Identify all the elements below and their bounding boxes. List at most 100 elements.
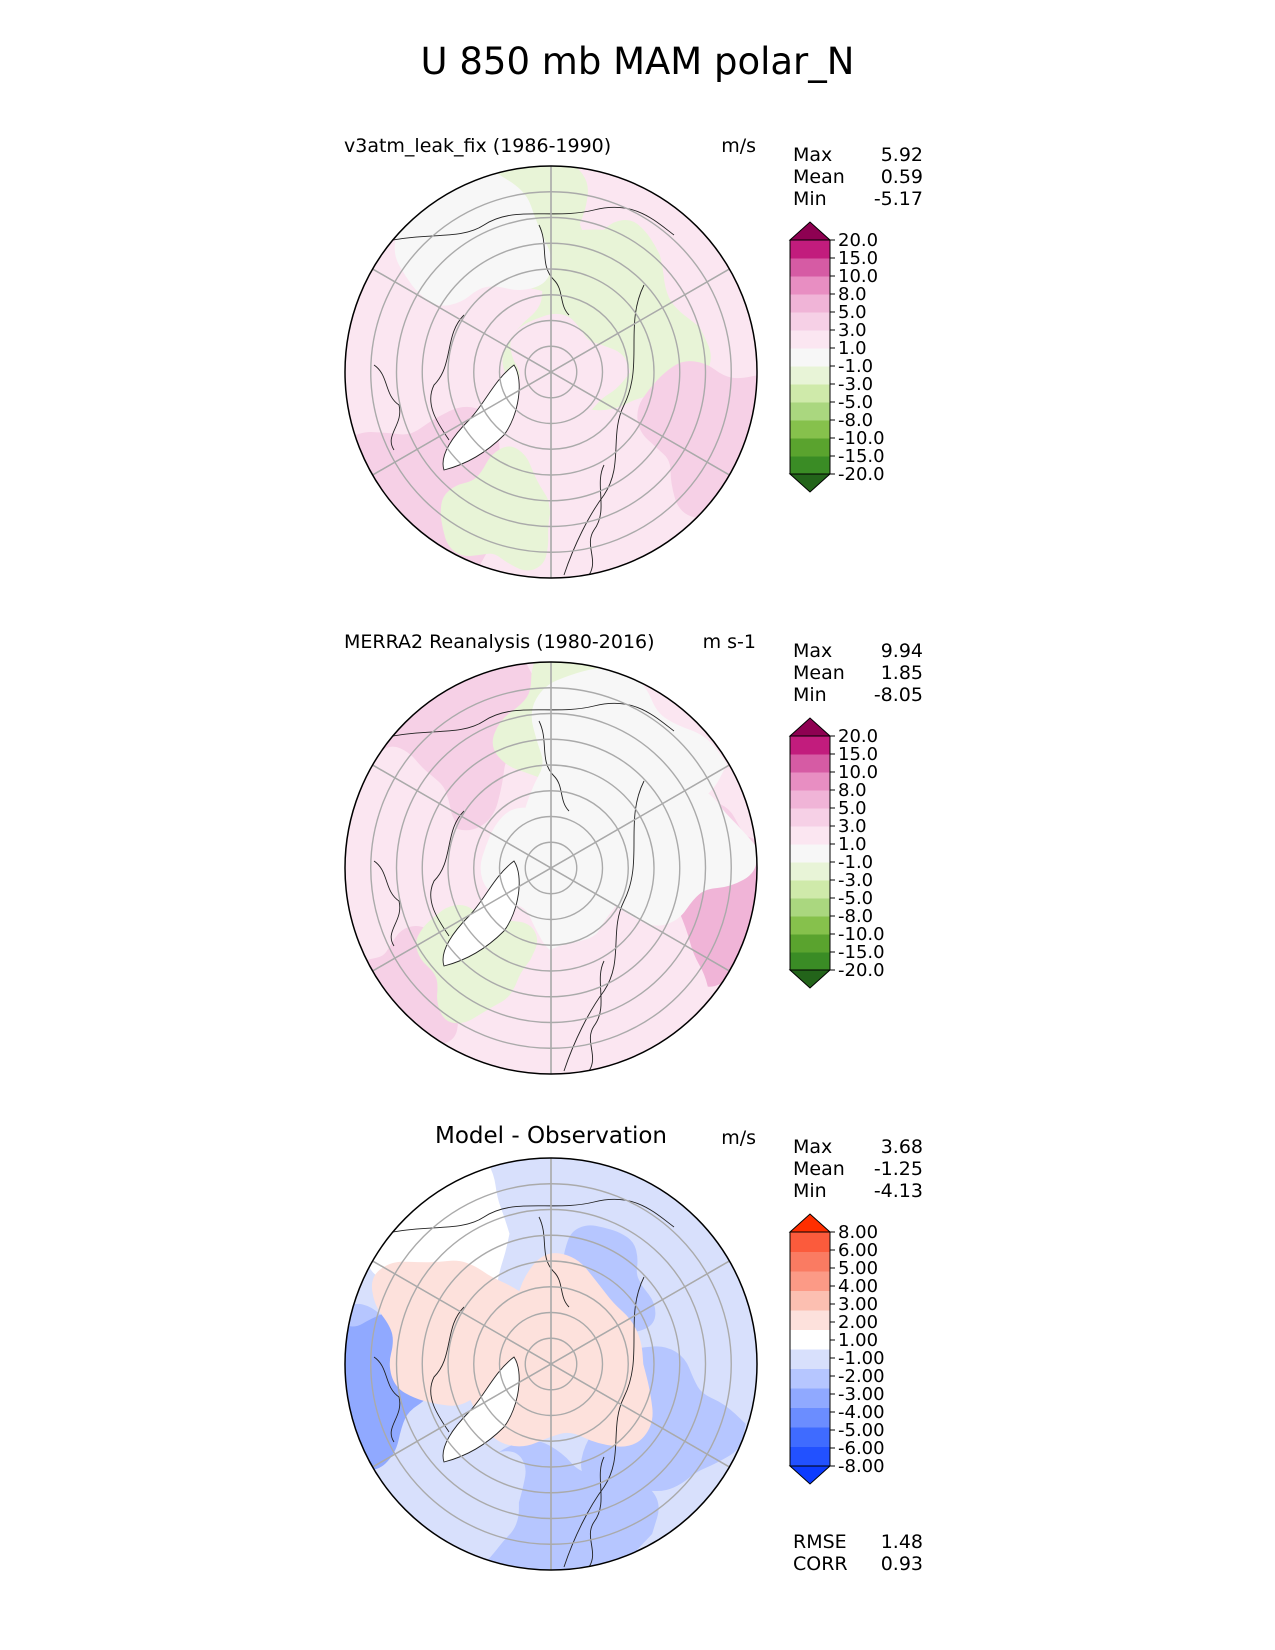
coastline bbox=[563, 1276, 645, 1568]
colorbar-swatch bbox=[790, 790, 830, 809]
colorbar-swatch bbox=[790, 772, 830, 791]
field-region bbox=[345, 746, 459, 866]
colorbar-swatch bbox=[790, 1310, 830, 1330]
coastline bbox=[353, 206, 675, 256]
colorbar-tick-label: -8.00 bbox=[838, 1456, 885, 1477]
colorbar-tick-label: -3.00 bbox=[838, 1384, 885, 1405]
colorbar-tick-label: 5.0 bbox=[838, 302, 867, 323]
colorbar-swatch bbox=[790, 1251, 830, 1272]
colorbar-swatch bbox=[790, 808, 830, 827]
stat-mean-label: Mean bbox=[793, 662, 845, 684]
panel-3-stats: Max 3.68 Mean -1.25 Min -4.13 bbox=[793, 1136, 923, 1202]
coastline bbox=[373, 1356, 401, 1443]
colorbar-swatch bbox=[790, 1290, 830, 1311]
metric-corr-label: CORR bbox=[793, 1553, 848, 1575]
colorbar-tick-label: -6.00 bbox=[838, 1438, 885, 1459]
colorbar-extend-max bbox=[788, 221, 832, 241]
coastline bbox=[538, 720, 570, 812]
map-field bbox=[345, 662, 757, 1074]
coastline bbox=[538, 224, 570, 316]
stat-min-label: Min bbox=[793, 684, 827, 706]
field-region bbox=[510, 313, 631, 428]
coastline bbox=[430, 810, 465, 937]
colorbar-tick-label: 8.0 bbox=[838, 780, 867, 801]
colorbar-tick-label: 1.0 bbox=[838, 834, 867, 855]
panel-2-title: MERRA2 Reanalysis (1980-2016) bbox=[344, 631, 655, 653]
stat-min-value: -4.13 bbox=[873, 1180, 923, 1202]
metric-rmse-value: 1.48 bbox=[880, 1531, 923, 1553]
coastline bbox=[373, 860, 401, 947]
colorbar-swatch bbox=[790, 330, 830, 349]
colorbar-tick-label: 1.00 bbox=[838, 1330, 878, 1351]
colorbar-panel-2: 20.015.010.08.05.03.01.0-1.0-3.0-5.0-8.0… bbox=[788, 717, 885, 989]
colorbar-swatch bbox=[790, 1349, 830, 1369]
colorbar-tick-label: 20.0 bbox=[838, 726, 878, 747]
colorbar-extend-min bbox=[788, 1465, 832, 1485]
colorbar-swatch bbox=[790, 1407, 830, 1428]
map-boundary bbox=[344, 661, 758, 1075]
colorbar-panel-1: 20.015.010.08.05.03.01.0-1.0-3.0-5.0-8.0… bbox=[788, 221, 885, 493]
colorbar-swatch bbox=[790, 402, 830, 421]
polar-map-panel-1 bbox=[344, 165, 758, 579]
colorbar-swatch bbox=[790, 438, 830, 457]
stat-max-value: 5.92 bbox=[880, 144, 923, 166]
map-boundary bbox=[344, 1157, 758, 1571]
stat-min-label: Min bbox=[793, 1180, 827, 1202]
colorbar-swatch bbox=[790, 276, 830, 295]
colorbar-frame bbox=[789, 1231, 831, 1467]
colorbar-swatch bbox=[790, 1329, 830, 1350]
panel-1-title: v3atm_leak_fix (1986-1990) bbox=[344, 135, 612, 157]
colorbar-swatch bbox=[790, 898, 830, 917]
colorbar-swatch bbox=[790, 384, 830, 403]
panel-1-stats: Max 5.92 Mean 0.59 Min -5.17 bbox=[793, 144, 923, 210]
coastline bbox=[430, 1306, 465, 1433]
colorbar-tick-label: 1.0 bbox=[838, 338, 867, 359]
polar-map-panel-3 bbox=[344, 1157, 758, 1571]
colorbar-swatch bbox=[790, 952, 830, 971]
stat-max-label: Max bbox=[793, 640, 833, 662]
colorbar-swatch bbox=[790, 1427, 830, 1447]
stat-mean-label: Mean bbox=[793, 166, 845, 188]
colorbar-swatch bbox=[790, 862, 830, 881]
colorbar-tick-label: -1.0 bbox=[838, 852, 873, 873]
field-region bbox=[480, 795, 630, 957]
colorbar-tick-label: 5.0 bbox=[838, 798, 867, 819]
coastline bbox=[588, 464, 605, 576]
colorbar-swatch bbox=[790, 258, 830, 277]
colorbar-tick-label: 3.00 bbox=[838, 1294, 878, 1315]
colorbar-swatch bbox=[790, 366, 830, 385]
polar-map-panel-2 bbox=[344, 661, 758, 1075]
colorbar-tick-label: 20.0 bbox=[838, 230, 878, 251]
colorbar-tick-label: -1.0 bbox=[838, 356, 873, 377]
colorbar-tick-label: -8.0 bbox=[838, 906, 873, 927]
coastline bbox=[563, 284, 645, 576]
colorbar-tick-label: 2.00 bbox=[838, 1312, 878, 1333]
coastline bbox=[373, 364, 401, 451]
colorbar-tick-label: -2.00 bbox=[838, 1366, 885, 1387]
map-field bbox=[345, 1158, 757, 1570]
colorbar-swatch bbox=[790, 1368, 830, 1389]
colorbar-tick-label: 3.0 bbox=[838, 816, 867, 837]
colorbar-tick-label: 8.0 bbox=[838, 284, 867, 305]
colorbar-tick-label: -15.0 bbox=[838, 942, 885, 963]
colorbar-tick-label: -3.0 bbox=[838, 374, 873, 395]
colorbar-tick-label: 4.00 bbox=[838, 1276, 878, 1297]
coastline bbox=[430, 314, 465, 441]
metric-corr-value: 0.93 bbox=[880, 1553, 923, 1575]
field-region bbox=[416, 904, 538, 1024]
colorbar-tick-label: -5.0 bbox=[838, 392, 873, 413]
field-region bbox=[345, 250, 471, 453]
colorbar-tick-label: 5.00 bbox=[838, 1258, 878, 1279]
coastline bbox=[563, 780, 645, 1072]
colorbar-tick-label: -3.0 bbox=[838, 870, 873, 891]
map-field bbox=[345, 166, 757, 578]
coastline bbox=[353, 1198, 675, 1248]
greenland-land bbox=[442, 1356, 520, 1463]
colorbar-swatch bbox=[790, 312, 830, 331]
stat-mean-value: 0.59 bbox=[880, 166, 923, 188]
colorbar-tick-label: 6.00 bbox=[838, 1240, 878, 1261]
stat-max-label: Max bbox=[793, 144, 833, 166]
colorbar-extend-min bbox=[788, 473, 832, 493]
colorbar-panel-3: 8.006.005.004.003.002.001.00-1.00-2.00-3… bbox=[788, 1213, 885, 1485]
colorbar-tick-label: 15.0 bbox=[838, 744, 878, 765]
